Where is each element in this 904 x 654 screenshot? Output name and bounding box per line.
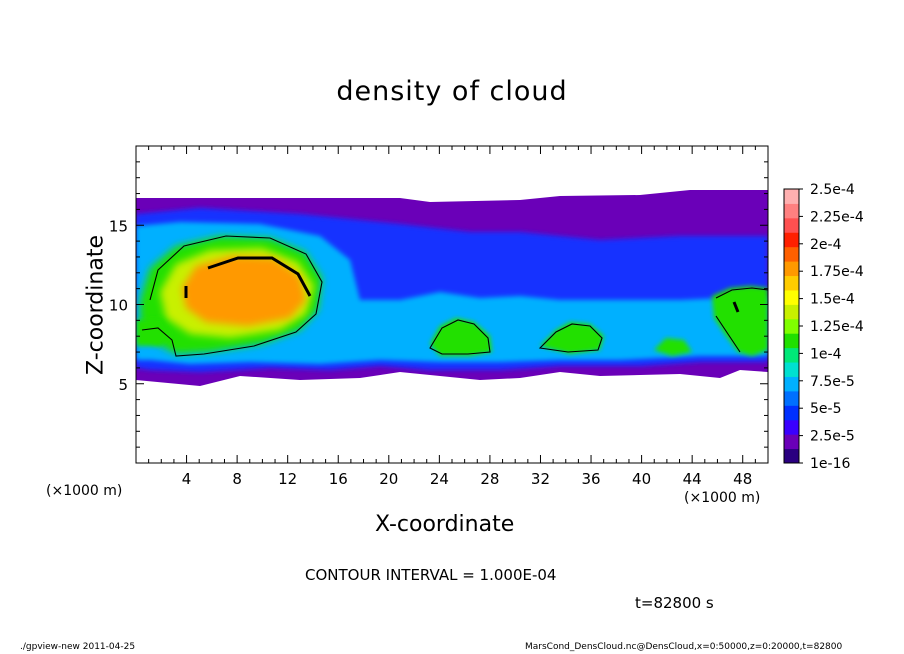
colorbar-label: 2e-4: [810, 237, 842, 253]
x-tick-label: 48: [733, 470, 752, 488]
cloud-green-patch-42: [654, 338, 692, 356]
x-unit-label-left: (×1000 m): [46, 483, 123, 499]
x-tick-label: 28: [480, 470, 499, 488]
cloud-orange-core: [182, 256, 306, 326]
cloud-green-patch-34: [540, 322, 604, 354]
contour-2e-4-core: [207, 256, 312, 297]
colorbar-swatch: [784, 189, 799, 204]
time-label: t=82800 s: [635, 594, 714, 612]
contour-1e-4-mid1: [429, 319, 491, 355]
colorbar-label: 1.5e-4: [810, 292, 855, 308]
x-tick-label: 36: [581, 470, 600, 488]
footer-left: ./gpview-new 2011-04-25: [20, 642, 136, 652]
x-tick-label: 12: [278, 470, 297, 488]
contour-1e-4-mid2: [538, 323, 603, 353]
colorbar-swatch: [784, 261, 799, 277]
colorbar-swatch: [784, 419, 799, 435]
colorbar-swatch: [784, 318, 799, 334]
colorbar-swatch: [784, 289, 799, 305]
colorbar-swatch: [784, 203, 799, 219]
colorbar-swatch: [784, 232, 799, 248]
colorbar-swatch: [784, 405, 799, 421]
colorbar-label: 2.5e-4: [810, 182, 855, 198]
x-tick-label: 40: [632, 470, 651, 488]
x-tick-label: 4: [182, 470, 192, 488]
cloud-green-patch-24: [430, 318, 492, 356]
y-tick-label: 10: [109, 297, 128, 315]
x-tick-label: 16: [329, 470, 348, 488]
colorbar-swatch: [784, 362, 799, 377]
x-axis: 4 8 12 16 20 24 28 32 36 40 44 48: [148, 146, 756, 488]
footer-right: MarsCond_DensCloud.nc@DensCloud,x=0:5000…: [525, 642, 843, 652]
y-tick-label: 5: [118, 376, 128, 394]
x-tick-label: 8: [232, 470, 242, 488]
contour-lines: [141, 235, 768, 357]
colorbar-label: 2.25e-4: [810, 209, 864, 225]
cloud-green-right: [712, 286, 768, 356]
colorbar-swatch: [784, 246, 799, 262]
y-axis-label: Z-coordinate: [83, 235, 109, 375]
colorbar-label: 1e-16: [810, 456, 850, 472]
colorbar-label: 1.75e-4: [810, 264, 864, 280]
chart-title: density of cloud: [336, 76, 568, 107]
contour-interval-label: CONTOUR INTERVAL = 1.000E-04: [305, 566, 557, 584]
y-axis: 5 10 15: [109, 161, 768, 448]
colorbar-label: 7.5e-5: [810, 374, 855, 390]
x-tick-label: 24: [430, 470, 449, 488]
colorbar-swatch: [784, 448, 799, 464]
contour-1e-4-left: [141, 235, 323, 357]
colorbar-swatch: [784, 304, 799, 320]
contour-1e-4-right: [715, 287, 768, 353]
colorbar-swatch: [784, 434, 799, 450]
colorbar-swatch: [784, 217, 799, 233]
colorbar-swatch: [784, 390, 799, 406]
cloud-green-left-edge: [136, 318, 172, 346]
x-tick-label: 44: [683, 470, 702, 488]
contour-2e-4-right-dot: [732, 301, 740, 313]
colorbar-label: 5e-5: [810, 401, 841, 417]
x-tick-label: 32: [531, 470, 550, 488]
colorbar-swatch: [784, 376, 799, 392]
colorbar-swatch: [784, 347, 799, 363]
colorbar-label: 1.25e-4: [810, 319, 864, 335]
x-axis-label: X-coordinate: [375, 512, 515, 537]
colorbar-swatch: [784, 275, 799, 291]
y-tick-label: 15: [109, 217, 128, 235]
colorbar-swatch: [784, 333, 799, 349]
colorbar-label: 1e-4: [810, 346, 842, 362]
colorbar-label: 2.5e-5: [810, 429, 855, 445]
contour-2e-4: [184, 256, 740, 313]
density-field: [136, 190, 768, 386]
x-unit-label-right: (×1000 m): [684, 490, 761, 506]
x-tick-label: 20: [379, 470, 398, 488]
colorbar: 2.5e-4 2.25e-4 2e-4 1.75e-4 1.5e-4 1.25e-4 1e-…: [783, 182, 864, 472]
